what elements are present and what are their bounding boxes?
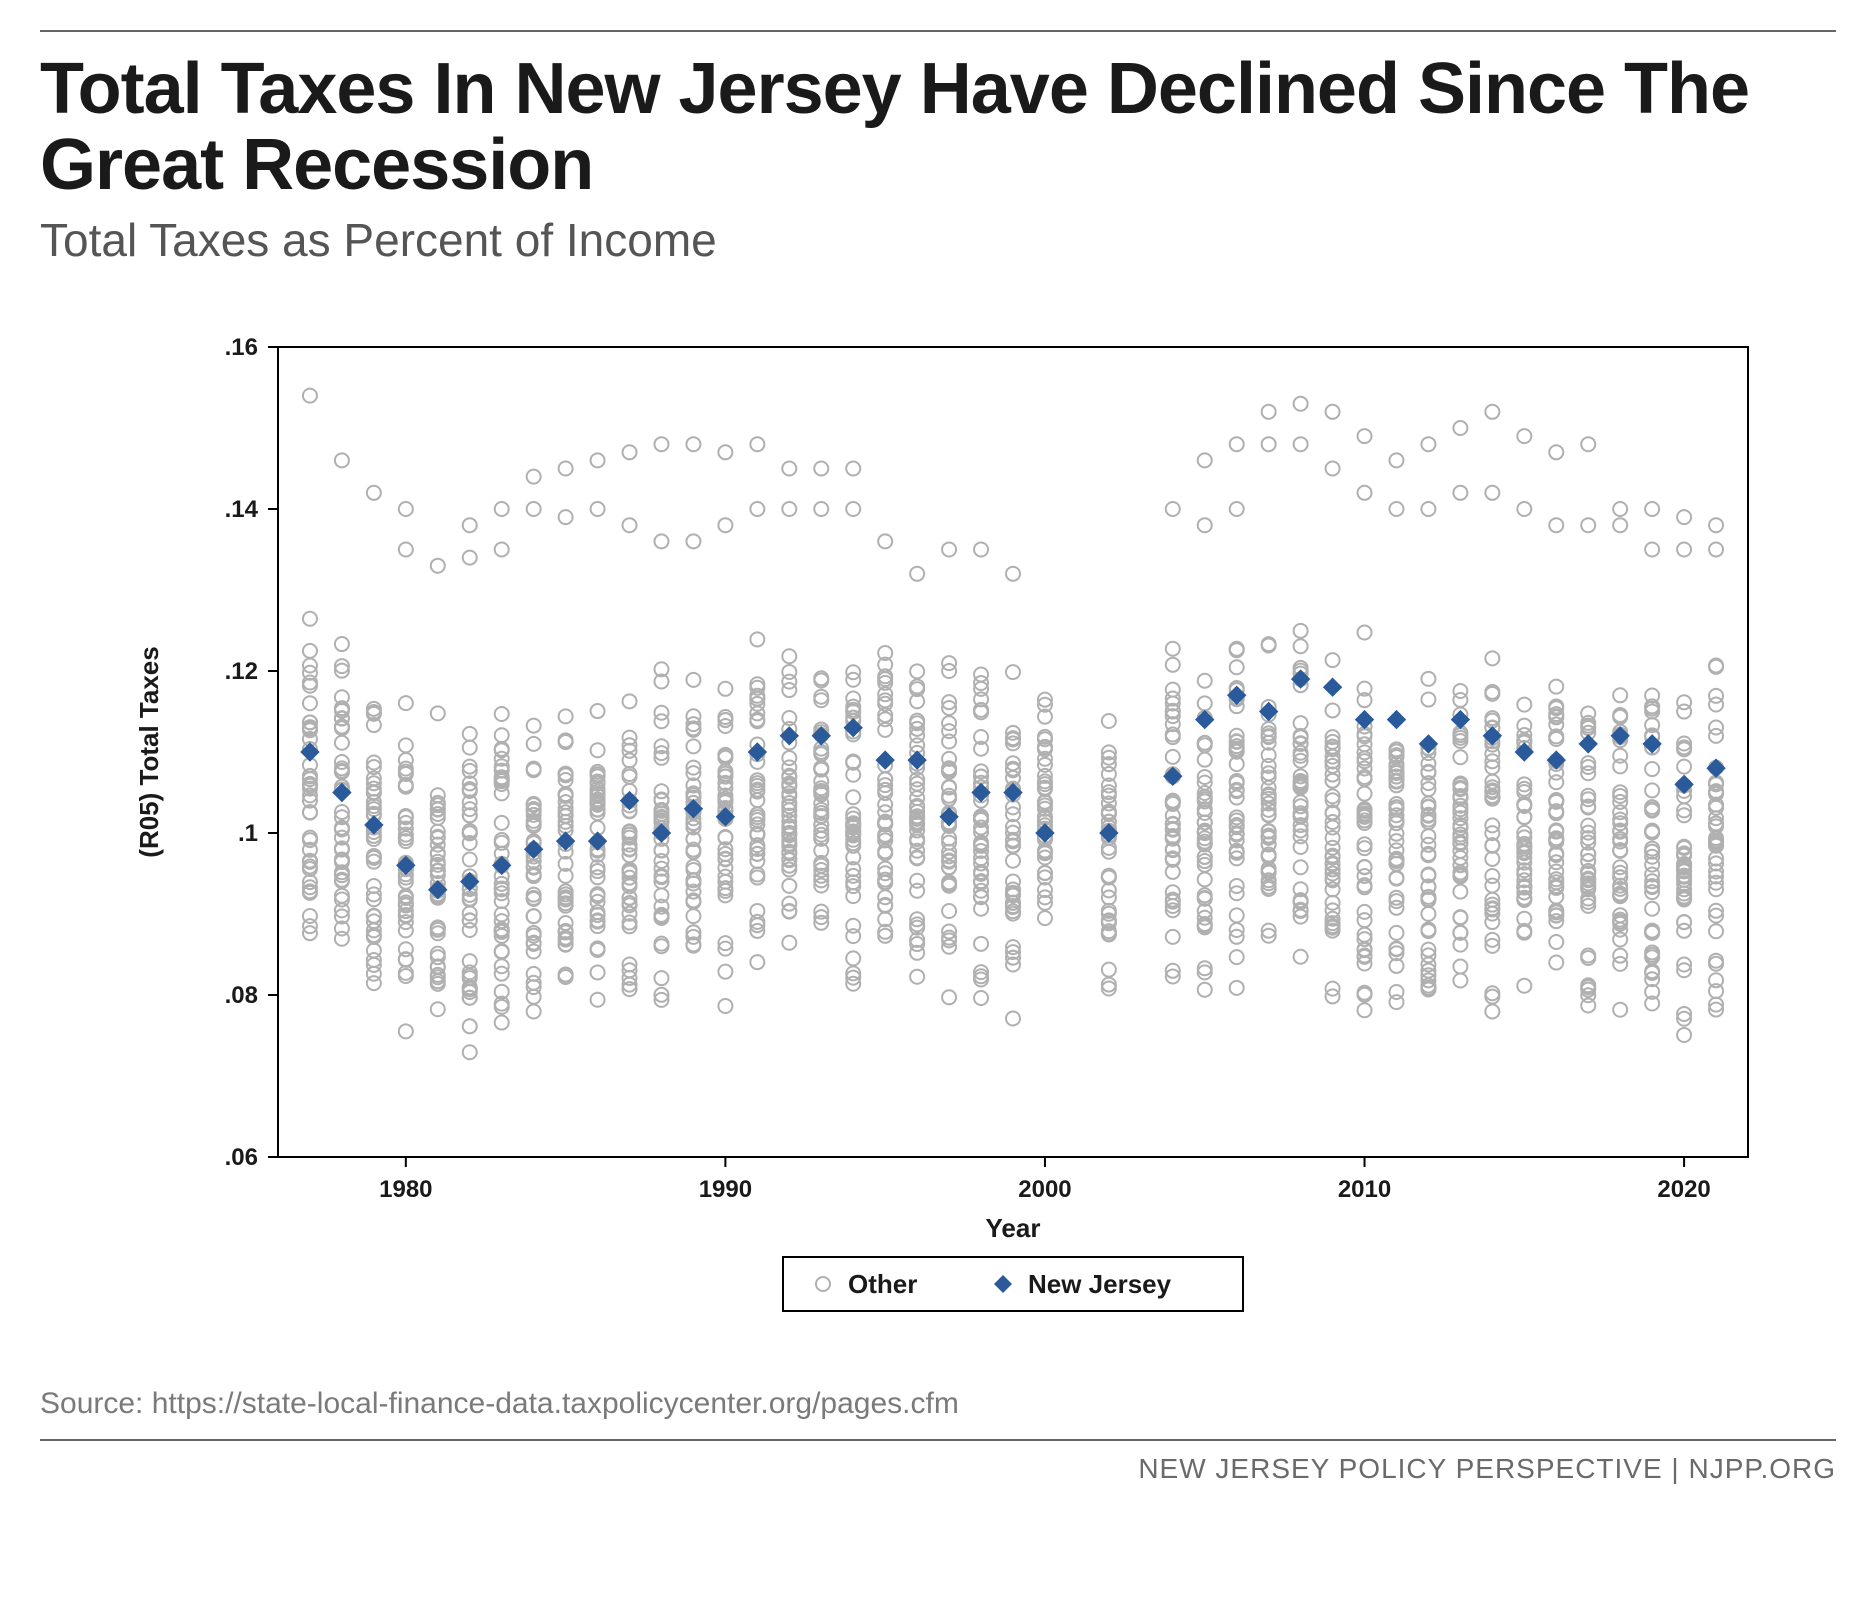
chart-card: Total Taxes In New Jersey Have Declined … bbox=[0, 0, 1876, 1604]
svg-text:2010: 2010 bbox=[1338, 1176, 1391, 1203]
svg-text:.08: .08 bbox=[225, 982, 258, 1009]
chart-title: Total Taxes In New Jersey Have Declined … bbox=[40, 52, 1836, 203]
svg-text:2020: 2020 bbox=[1657, 1176, 1710, 1203]
svg-text:.14: .14 bbox=[225, 496, 259, 523]
bottom-divider bbox=[40, 1439, 1836, 1441]
svg-text:.06: .06 bbox=[225, 1144, 258, 1171]
svg-text:1980: 1980 bbox=[379, 1176, 432, 1203]
svg-text:.16: .16 bbox=[225, 334, 258, 361]
svg-text:1990: 1990 bbox=[699, 1176, 752, 1203]
svg-text:New Jersey: New Jersey bbox=[1028, 1269, 1172, 1299]
svg-text:.1: .1 bbox=[238, 820, 258, 847]
footer-attribution: NEW JERSEY POLICY PERSPECTIVE | NJPP.ORG bbox=[40, 1453, 1836, 1485]
svg-text:Other: Other bbox=[848, 1269, 917, 1299]
source-text: Source: https://state-local-finance-data… bbox=[40, 1387, 1836, 1421]
svg-text:(R05) Total Taxes: (R05) Total Taxes bbox=[134, 646, 164, 857]
chart-subtitle: Total Taxes as Percent of Income bbox=[40, 213, 1836, 267]
svg-text:.12: .12 bbox=[225, 658, 258, 685]
svg-text:Year: Year bbox=[986, 1213, 1041, 1243]
top-divider bbox=[40, 30, 1836, 32]
chart-container: .06 .08 .1 .12 .14 .16 1980 1990 2000 2010 2020 Yea… bbox=[40, 327, 1836, 1347]
svg-text:2000: 2000 bbox=[1018, 1176, 1071, 1203]
scatter-chart: .06 .08 .1 .12 .14 .16 1980 1990 2000 2010 2020 Yea… bbox=[88, 327, 1788, 1347]
